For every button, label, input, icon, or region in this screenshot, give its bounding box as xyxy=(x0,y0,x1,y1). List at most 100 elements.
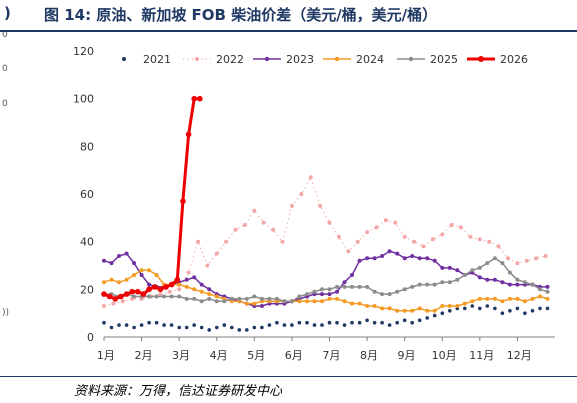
data-point-2022 xyxy=(102,304,106,308)
data-point-2021 xyxy=(380,320,384,325)
data-point-2022 xyxy=(261,220,266,225)
data-point-2025 xyxy=(372,289,377,294)
data-point-2022 xyxy=(430,237,435,242)
source-note: 资料来源：万得，信达证券研发中心 xyxy=(74,384,283,399)
data-point-2022 xyxy=(308,175,313,180)
data-point-2021 xyxy=(162,323,166,327)
data-point-2024 xyxy=(410,308,415,313)
data-point-2022 xyxy=(383,218,388,223)
data-point-2024 xyxy=(395,308,400,313)
data-point-2023 xyxy=(425,256,430,261)
data-point-2025 xyxy=(229,296,234,301)
data-point-2022 xyxy=(393,220,398,225)
data-point-2023 xyxy=(350,273,354,277)
title-divider xyxy=(0,30,577,32)
data-point-2022 xyxy=(449,223,454,227)
data-point-2026 xyxy=(140,291,147,297)
data-point-2025 xyxy=(455,277,460,282)
data-point-2025 xyxy=(462,273,467,277)
data-point-2025 xyxy=(485,261,490,266)
data-point-2024 xyxy=(485,296,490,301)
data-point-2023 xyxy=(417,256,422,261)
data-point-2022 xyxy=(468,234,473,239)
data-point-2025 xyxy=(327,287,332,292)
data-point-2024 xyxy=(500,299,505,304)
seasonal-line-chart: 0 0 0)) 0 20 40 60 80 100 120 1月 2月 3月 4月 5月 6月 7月 8月 9月 1… xyxy=(2,32,555,362)
data-point-2025 xyxy=(538,287,542,292)
data-point-2025 xyxy=(192,296,197,301)
legend-swatch-marker xyxy=(264,56,270,62)
data-point-2022 xyxy=(524,258,529,263)
data-point-2021 xyxy=(448,309,452,313)
data-point-2023 xyxy=(372,256,377,261)
data-point-2025 xyxy=(477,265,482,270)
data-point-2021 xyxy=(417,318,422,323)
data-point-2024 xyxy=(432,308,437,313)
data-point-2023 xyxy=(184,277,189,282)
data-point-2022 xyxy=(214,251,219,256)
data-point-2021 xyxy=(342,323,347,327)
data-point-2022 xyxy=(111,301,116,306)
data-point-2021 xyxy=(432,313,437,318)
data-point-2021 xyxy=(395,320,400,325)
legend-item-2023: 2023 xyxy=(253,53,314,66)
data-point-2021 xyxy=(109,325,114,330)
data-point-2026 xyxy=(197,95,203,102)
data-point-2025 xyxy=(507,270,512,275)
data-point-2023 xyxy=(485,277,490,282)
data-point-2023 xyxy=(365,256,370,261)
data-point-2026 xyxy=(112,296,119,302)
data-point-2025 xyxy=(207,296,212,301)
data-point-2022 xyxy=(205,263,210,268)
data-point-2022 xyxy=(318,203,323,208)
data-point-2024 xyxy=(252,301,257,306)
data-point-2022 xyxy=(177,287,182,292)
data-point-2022 xyxy=(496,244,501,249)
data-point-2024 xyxy=(522,299,527,304)
data-point-2023 xyxy=(192,275,197,280)
data-point-2022 xyxy=(355,239,360,244)
data-point-2025 xyxy=(237,296,242,301)
data-point-2026 xyxy=(118,293,124,300)
chart-series xyxy=(101,95,550,332)
data-point-2025 xyxy=(132,294,137,299)
data-point-2022 xyxy=(402,234,407,239)
data-point-2025 xyxy=(282,299,287,304)
data-point-2024 xyxy=(380,306,385,311)
data-point-2025 xyxy=(184,296,189,301)
data-point-2022 xyxy=(412,239,417,244)
data-point-2025 xyxy=(470,268,475,273)
chart-title-bar: ) 图 14: 原油、新加坡 FOB 柴油价差（美元/桶，美元/桶） xyxy=(0,0,577,30)
data-point-2024 xyxy=(335,296,339,301)
data-point-2024 xyxy=(447,304,452,308)
left-edge-marks: 0 0 0)) xyxy=(2,32,9,318)
data-point-2024 xyxy=(477,296,482,301)
data-point-2022 xyxy=(289,203,294,208)
data-point-2021 xyxy=(327,320,332,325)
data-point-2025 xyxy=(154,294,159,299)
data-point-2024 xyxy=(425,308,430,313)
legend-swatch xyxy=(122,57,126,61)
data-point-2025 xyxy=(259,296,264,301)
data-point-2024 xyxy=(297,299,302,304)
data-point-2024 xyxy=(365,304,370,308)
data-point-2023 xyxy=(207,287,212,292)
data-point-2021 xyxy=(500,311,505,316)
y-tick-label: 60 xyxy=(80,188,94,201)
left-edge-mark: 0 xyxy=(2,32,8,40)
data-point-2021 xyxy=(335,320,339,325)
data-point-2025 xyxy=(267,296,272,301)
data-point-2022 xyxy=(271,227,276,232)
y-tick-label: 40 xyxy=(80,236,94,249)
y-tick-label: 100 xyxy=(73,93,94,106)
data-point-2024 xyxy=(102,280,106,285)
data-point-2023 xyxy=(327,292,332,297)
data-point-2025 xyxy=(252,294,257,299)
data-point-2024 xyxy=(109,277,114,282)
data-point-2023 xyxy=(440,265,445,270)
series-2022 xyxy=(102,175,548,308)
data-point-2023 xyxy=(117,254,121,258)
footer-divider xyxy=(0,376,577,377)
data-point-2024 xyxy=(455,304,460,308)
data-point-2025 xyxy=(305,292,309,297)
